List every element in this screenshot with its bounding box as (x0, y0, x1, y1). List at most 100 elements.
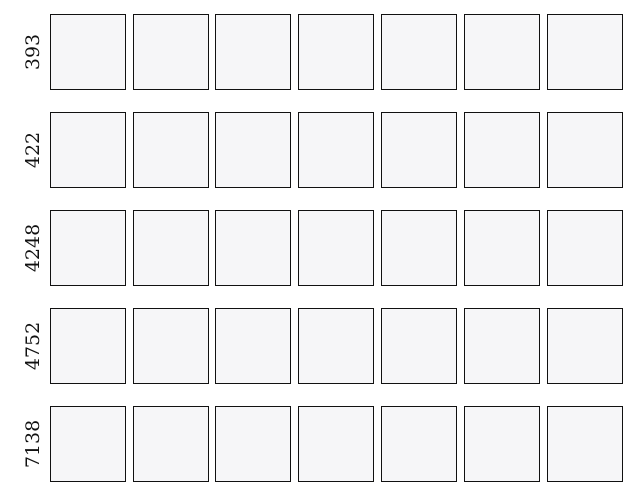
image-tile (464, 112, 540, 188)
tile-border (298, 112, 374, 188)
tile-border (50, 14, 126, 90)
tile-bg (547, 14, 623, 90)
image-tile (133, 112, 209, 188)
tile-border (547, 112, 623, 188)
image-tile (547, 210, 623, 286)
image-tile (298, 210, 374, 286)
image-tile (381, 210, 457, 286)
tile-border (133, 308, 209, 384)
tile-bg (298, 308, 374, 384)
tile-bg (215, 112, 291, 188)
tile-bg (50, 210, 126, 286)
tile-border (381, 406, 457, 482)
tile-border (133, 112, 209, 188)
tile-bg (464, 14, 540, 90)
image-tile (547, 406, 623, 482)
image-tile (298, 14, 374, 90)
tile-border (464, 308, 540, 384)
tile-border (381, 112, 457, 188)
tile-border (215, 112, 291, 188)
tile-border (464, 14, 540, 90)
tile-bg (133, 210, 209, 286)
tile-bg (298, 406, 374, 482)
tile-bg (215, 14, 291, 90)
tile-bg (133, 406, 209, 482)
tile-bg (547, 210, 623, 286)
image-grid: 393 422 4248 4752 7138 (22, 14, 623, 482)
tile-bg (464, 308, 540, 384)
tile-bg (133, 308, 209, 384)
row-label: 4248 (22, 224, 44, 272)
tile-border (298, 308, 374, 384)
image-tile (547, 14, 623, 90)
tile-bg (215, 308, 291, 384)
tile-bg (50, 406, 126, 482)
tile-border (133, 406, 209, 482)
tile-bg (50, 112, 126, 188)
row-label: 422 (22, 132, 44, 168)
tile-border (464, 406, 540, 482)
tile-bg (381, 112, 457, 188)
tile-bg (50, 14, 126, 90)
tile-bg (547, 308, 623, 384)
tile-border (215, 406, 291, 482)
image-tile (464, 14, 540, 90)
tile-bg (133, 112, 209, 188)
tile-border (464, 210, 540, 286)
image-tile (381, 308, 457, 384)
image-tile (464, 308, 540, 384)
tile-bg (381, 308, 457, 384)
tile-bg (50, 308, 126, 384)
image-tile (133, 210, 209, 286)
tile-border (215, 210, 291, 286)
image-tile (50, 308, 126, 384)
tile-bg (464, 406, 540, 482)
image-tile (133, 406, 209, 482)
tile-border (547, 308, 623, 384)
image-tile (50, 406, 126, 482)
tile-border (547, 406, 623, 482)
tile-bg (381, 210, 457, 286)
image-tile (133, 14, 209, 90)
row-label: 7138 (22, 420, 44, 468)
image-tile (133, 308, 209, 384)
image-tile (298, 112, 374, 188)
tile-bg (381, 14, 457, 90)
tile-border (133, 210, 209, 286)
image-tile (215, 210, 291, 286)
tile-bg (215, 406, 291, 482)
tile-border (50, 308, 126, 384)
image-tile (547, 112, 623, 188)
image-tile (215, 112, 291, 188)
tile-border (547, 14, 623, 90)
image-tile (215, 308, 291, 384)
tile-border (215, 14, 291, 90)
tile-bg (298, 112, 374, 188)
image-tile (215, 406, 291, 482)
tile-border (50, 406, 126, 482)
tile-border (381, 308, 457, 384)
image-tile (50, 210, 126, 286)
tile-bg (547, 406, 623, 482)
tile-border (547, 210, 623, 286)
image-tile (50, 112, 126, 188)
tile-border (298, 406, 374, 482)
tile-border (381, 210, 457, 286)
image-tile (547, 308, 623, 384)
row-label: 4752 (22, 322, 44, 370)
tile-border (298, 210, 374, 286)
image-tile (464, 210, 540, 286)
image-tile (50, 14, 126, 90)
tile-border (298, 14, 374, 90)
image-tile (381, 14, 457, 90)
tile-bg (464, 112, 540, 188)
image-tile (298, 308, 374, 384)
tile-bg (215, 210, 291, 286)
tile-bg (133, 14, 209, 90)
tile-border (50, 112, 126, 188)
tile-border (464, 112, 540, 188)
tile-border (133, 14, 209, 90)
image-tile (215, 14, 291, 90)
tile-bg (298, 210, 374, 286)
